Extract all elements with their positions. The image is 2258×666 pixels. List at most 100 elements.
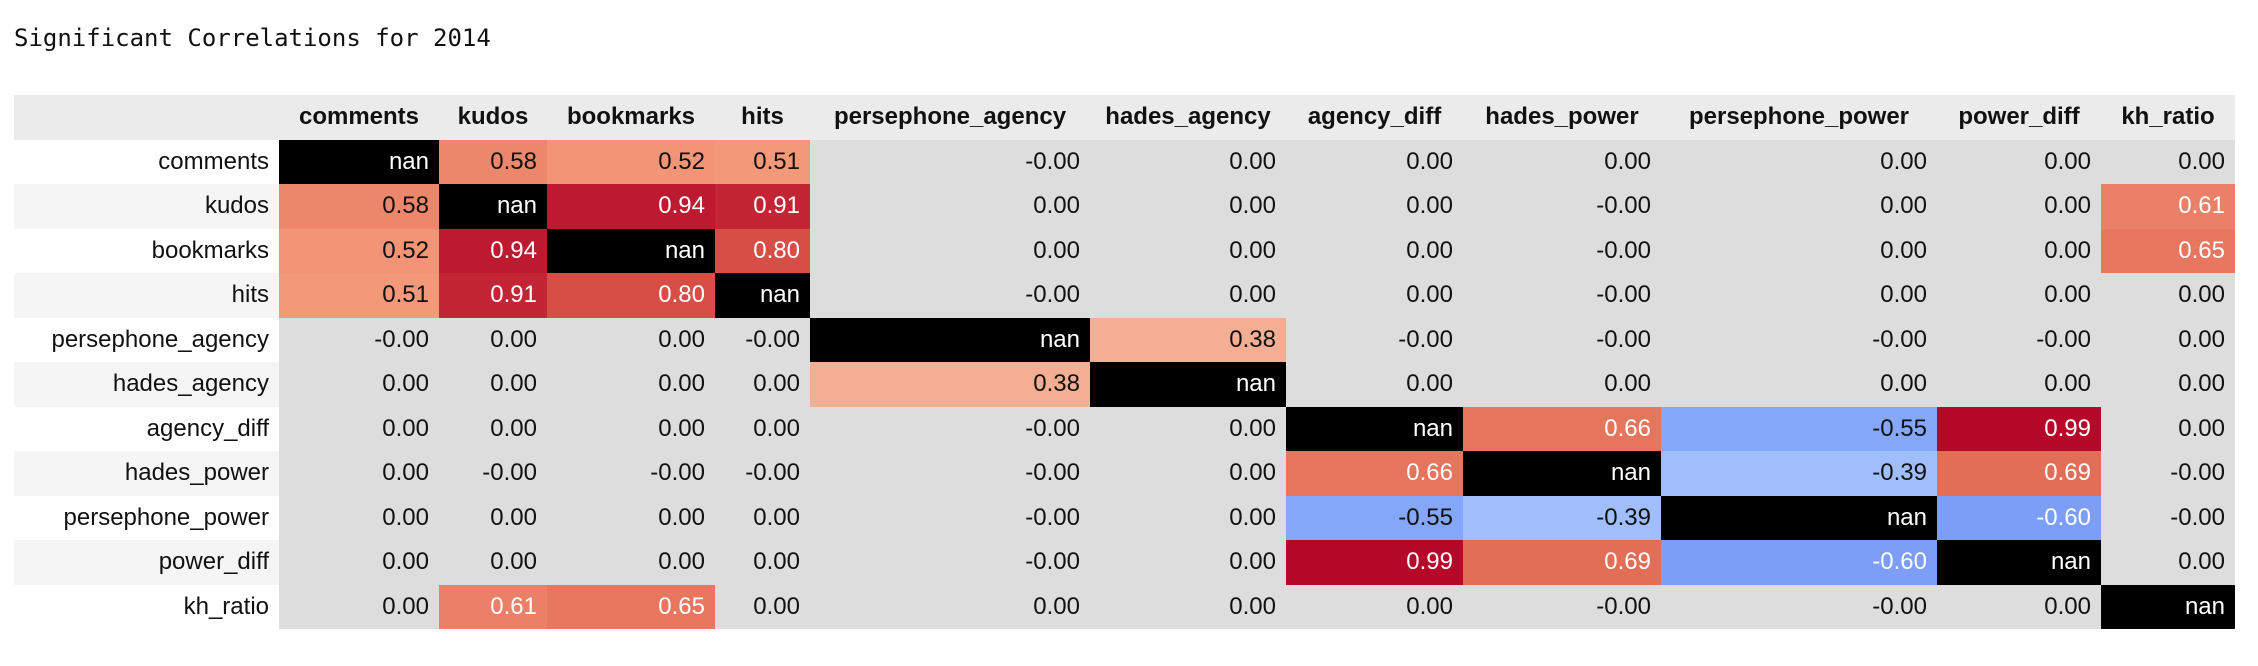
column-header-hades-power: hades_power [1463,95,1661,140]
heatmap-cell: -0.00 [439,451,547,496]
heatmap-cell: -0.00 [810,495,1090,540]
heatmap-cell: nan [2101,584,2235,629]
heatmap-cell: 0.00 [2101,139,2235,184]
heatmap-cell: 0.00 [810,228,1090,273]
heatmap-cell: nan [1090,362,1286,407]
heatmap-cell: -0.00 [547,451,715,496]
heatmap-cell: 0.80 [715,228,810,273]
heatmap-cell: 0.58 [439,139,547,184]
heatmap-cell: 0.00 [1937,184,2101,229]
column-header-hits: hits [715,95,810,140]
heatmap-cell: -0.00 [1463,584,1661,629]
row-header-agency-diff: agency_diff [14,406,279,451]
corner-cell [14,95,279,140]
heatmap-cell: 0.00 [1286,184,1463,229]
heatmap-cell: 0.00 [715,406,810,451]
heatmap-cell: 0.00 [715,584,810,629]
heatmap-cell: 0.00 [1937,584,2101,629]
heatmap-cell: 0.52 [279,228,439,273]
heatmap-cell: 0.00 [1661,273,1937,318]
heatmap-cell: 0.00 [715,495,810,540]
heatmap-cell: 0.00 [439,317,547,362]
heatmap-cell: nan [1937,540,2101,585]
heatmap-cell: 0.00 [1661,139,1937,184]
heatmap-cell: 0.00 [715,540,810,585]
heatmap-cell: -0.55 [1661,406,1937,451]
column-header-bookmarks: bookmarks [547,95,715,140]
heatmap-cell: -0.00 [1661,584,1937,629]
heatmap-cell: -0.55 [1286,495,1463,540]
heatmap-cell: nan [1661,495,1937,540]
correlation-table: comments kudos bookmarks hits persephone_age… [14,95,2235,629]
heatmap-cell: 0.00 [1090,540,1286,585]
column-header-kh-ratio: kh_ratio [2101,95,2235,140]
heatmap-cell: 0.00 [1937,362,2101,407]
heatmap-cell: 0.00 [1661,362,1937,407]
heatmap-cell: -0.00 [715,451,810,496]
heatmap-cell: 0.00 [810,584,1090,629]
heatmap-cell: -0.60 [1937,495,2101,540]
heatmap-cell: nan [279,139,439,184]
heatmap-cell: 0.51 [715,139,810,184]
heatmap-cell: 0.00 [1090,273,1286,318]
heatmap-cell: nan [547,228,715,273]
heatmap-cell: 0.00 [1286,273,1463,318]
heatmap-cell: -0.60 [1661,540,1937,585]
heatmap-cell: 0.00 [715,362,810,407]
row-header-persephone-agency: persephone_agency [14,317,279,362]
heatmap-cell: 0.00 [1937,228,2101,273]
heatmap-cell: 0.00 [279,495,439,540]
heatmap-cell: 0.61 [439,584,547,629]
heatmap-cell: 0.00 [1090,228,1286,273]
heatmap-cell: 0.51 [279,273,439,318]
heatmap-cell: 0.99 [1937,406,2101,451]
heatmap-cell: 0.00 [1661,228,1937,273]
column-header-persephone-agency: persephone_agency [810,95,1090,140]
heatmap-cell: 0.00 [547,362,715,407]
heatmap-cell: 0.00 [1463,139,1661,184]
heatmap-cell: 0.00 [1090,584,1286,629]
row-header-persephone-power: persephone_power [14,495,279,540]
heatmap-cell: nan [439,184,547,229]
heatmap-cell: -0.00 [810,451,1090,496]
table-row: kh_ratio 0.00 0.61 0.65 0.00 0.00 0.00 0.00 -0.0… [14,584,2235,629]
heatmap-cell: 0.99 [1286,540,1463,585]
heatmap-cell: 0.91 [439,273,547,318]
heatmap-cell: 0.00 [279,362,439,407]
row-header-hades-agency: hades_agency [14,362,279,407]
table-row: hits 0.51 0.91 0.80 nan -0.00 0.00 0.00 -0.00 0.0… [14,273,2235,318]
heatmap-cell: 0.66 [1463,406,1661,451]
column-header-power-diff: power_diff [1937,95,2101,140]
heatmap-cell: 0.00 [2101,406,2235,451]
heatmap-cell: 0.00 [547,406,715,451]
heatmap-cell: 0.00 [1090,139,1286,184]
heatmap-cell: 0.94 [547,184,715,229]
heatmap-cell: 0.65 [2101,228,2235,273]
heatmap-cell: 0.00 [2101,273,2235,318]
heatmap-cell: -0.00 [715,317,810,362]
heatmap-cell: 0.00 [547,540,715,585]
heatmap-cell: nan [1286,406,1463,451]
heatmap-cell: 0.00 [439,406,547,451]
heatmap-cell: -0.00 [1286,317,1463,362]
heatmap-cell: 0.66 [1286,451,1463,496]
heatmap-cell: -0.39 [1661,451,1937,496]
heatmap-cell: -0.00 [810,139,1090,184]
table-row: bookmarks 0.52 0.94 nan 0.80 0.00 0.00 0.00 -0.0… [14,228,2235,273]
row-header-power-diff: power_diff [14,540,279,585]
heatmap-cell: 0.00 [1937,139,2101,184]
table-body: comments nan 0.58 0.52 0.51 -0.00 0.00 0.00 0.00… [14,139,2235,629]
heatmap-cell: 0.61 [2101,184,2235,229]
table-row: power_diff 0.00 0.00 0.00 0.00 -0.00 0.00 0.99 0… [14,540,2235,585]
heatmap-cell: 0.00 [1286,584,1463,629]
heatmap-cell: 0.94 [439,228,547,273]
heatmap-cell: 0.00 [810,184,1090,229]
row-header-hits: hits [14,273,279,318]
heatmap-cell: 0.00 [279,451,439,496]
heatmap-cell: 0.00 [547,317,715,362]
heatmap-cell: -0.00 [810,406,1090,451]
heatmap-cell: -0.00 [1463,317,1661,362]
heatmap-cell: 0.00 [1090,406,1286,451]
heatmap-cell: -0.00 [2101,495,2235,540]
chart-title: Significant Correlations for 2014 [14,24,491,52]
